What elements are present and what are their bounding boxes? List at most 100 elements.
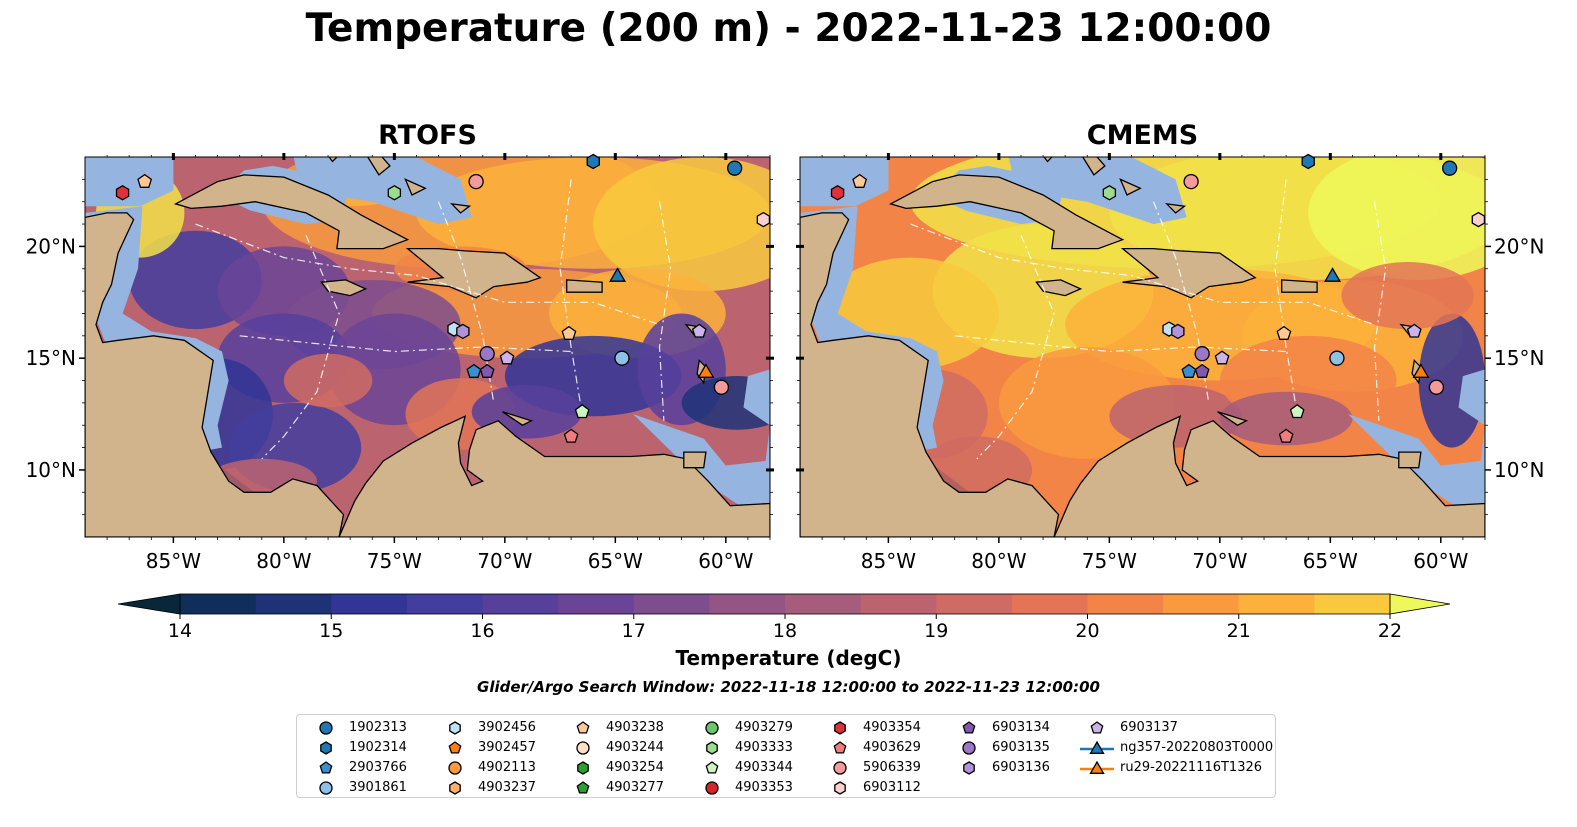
legend-label: 4903277 <box>606 780 664 795</box>
legend-symbol <box>319 761 333 774</box>
eez-boundary <box>559 179 583 415</box>
legend-marker-circle <box>962 741 976 755</box>
land-tci <box>1165 203 1187 214</box>
obs-marker-6903137 <box>1406 323 1422 338</box>
legend-label: 4903254 <box>606 760 664 775</box>
legend-marker-triangle-line <box>1080 760 1114 774</box>
obs-marker-1902313 <box>1441 160 1458 176</box>
lat-tick-label: 20°N <box>1494 234 1544 258</box>
legend-marker-pentagon <box>448 741 462 754</box>
obs-marker-6903136 <box>1171 323 1185 340</box>
legend-symbol <box>705 761 719 774</box>
shallow-shelf <box>800 206 944 453</box>
legend-symbol <box>448 741 462 754</box>
legend-symbol <box>834 781 846 795</box>
legend-symbol <box>706 741 718 755</box>
obs-marker-5906339 <box>713 379 730 395</box>
land-hispaniola <box>405 247 542 299</box>
legend-label: 4903244 <box>606 740 664 755</box>
legend-marker-pentagon <box>1090 721 1104 734</box>
land-cuba <box>173 174 410 250</box>
colorbar-segment <box>633 594 710 614</box>
eez-boundary <box>976 234 1055 460</box>
colorbar-segment <box>406 594 483 614</box>
legend-symbol <box>834 721 846 735</box>
obs-marker-4903629 <box>563 428 579 443</box>
shallow-shelf <box>800 157 889 207</box>
legend-marker-hexagon <box>449 781 461 795</box>
obs-marker-4903238 <box>137 173 153 188</box>
legend-marker-pentagon <box>705 761 719 774</box>
lon-tick-label: 75°W <box>1082 549 1137 573</box>
legend-label: 4903237 <box>478 780 536 795</box>
legend-symbol <box>320 741 332 755</box>
lat-tick-label: 10°N <box>26 458 76 482</box>
legend-marker-hexagon <box>577 761 589 775</box>
lat-tick-label: 10°N <box>1494 458 1544 482</box>
legend-marker-circle <box>319 721 333 735</box>
legend-label: 1902313 <box>349 720 407 735</box>
legend-marker-circle <box>319 781 333 795</box>
lon-tick-label: 75°W <box>367 549 422 573</box>
obs-marker-6903134 <box>479 363 495 378</box>
colorbar-segment <box>180 594 257 614</box>
eez-boundary <box>195 223 660 326</box>
legend-symbol <box>705 781 719 795</box>
eez-boundary <box>239 335 572 353</box>
shallow-shelf <box>1348 414 1485 526</box>
obs-marker-4903238 <box>561 325 577 340</box>
legend-symbol <box>449 721 461 735</box>
obs-marker-1902314 <box>1301 153 1315 170</box>
legend-symbol <box>319 781 333 795</box>
legend-symbol <box>833 741 847 754</box>
legend-label: 3901861 <box>349 780 407 795</box>
legend-marker-hexagon <box>320 741 332 755</box>
colorbar-extend-low <box>117 593 181 615</box>
obs-marker-6903137 <box>499 350 515 365</box>
land-cuba <box>888 174 1125 250</box>
figure-title: Temperature (200 m) - 2022-11-23 12:00:0… <box>305 6 1272 51</box>
eez-boundary <box>1274 179 1298 415</box>
legend-marker-triangle-line <box>1080 740 1114 754</box>
obs-marker-ru29-20221116T1326 <box>697 363 715 378</box>
legend-symbol <box>448 761 462 775</box>
land-jamaica <box>1035 279 1083 297</box>
colorbar-tick-label: 21 <box>1226 620 1251 642</box>
legend-symbol <box>449 781 461 795</box>
land-bahamas1 <box>328 157 338 163</box>
obs-marker-5906339 <box>1183 173 1199 190</box>
legend-label: 4903629 <box>863 740 921 755</box>
obs-marker-4903238 <box>1276 325 1292 340</box>
legend-marker-circle <box>448 761 462 775</box>
legend-marker-hexagon <box>449 721 461 735</box>
legend-symbol <box>1089 760 1105 774</box>
colorbar-segment <box>558 594 635 614</box>
shallow-shelf <box>633 414 770 526</box>
lon-tick-label: 85°W <box>861 549 916 573</box>
legend-symbol <box>1089 740 1105 754</box>
colorbar-tick-label: 22 <box>1377 620 1403 642</box>
legend-symbol <box>577 761 589 775</box>
eez-boundary <box>261 234 340 460</box>
obs-marker-6903112 <box>1471 211 1486 228</box>
colorbar-segment <box>1011 594 1088 614</box>
legend-symbol <box>963 761 975 775</box>
obs-marker-5906339 <box>1428 379 1445 395</box>
obs-marker-ru29-20221116T1326 <box>1412 363 1430 378</box>
lon-tick-label: 65°W <box>588 549 643 573</box>
legend-label: 3902457 <box>478 740 536 755</box>
obs-marker-4903629 <box>1278 428 1294 443</box>
colorbar-tick-label: 16 <box>470 620 495 642</box>
lon-tick-label: 60°W <box>698 549 753 573</box>
land-southam <box>1053 415 1485 537</box>
obs-marker-2903766 <box>466 363 482 378</box>
lon-tick-label: 85°W <box>146 549 201 573</box>
obs-marker-4903344 <box>574 403 590 419</box>
colorbar-segment <box>1314 594 1391 614</box>
colorbar-tick-label: 15 <box>319 620 344 642</box>
legend-marker-hexagon <box>834 781 846 795</box>
obs-marker-6903137 <box>1214 350 1230 365</box>
legend-label: ru29-20221116T1326 <box>1120 760 1263 775</box>
lon-tick-label: 80°W <box>971 549 1026 573</box>
